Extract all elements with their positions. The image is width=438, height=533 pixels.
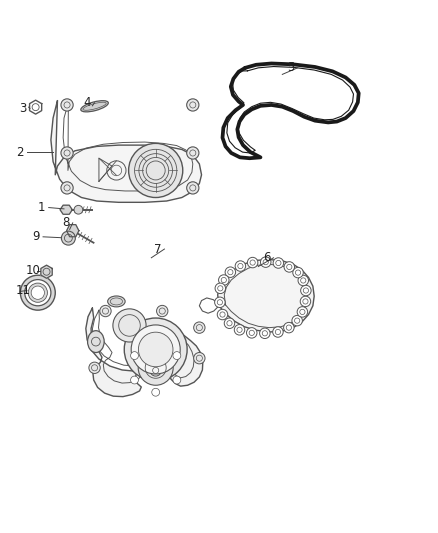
Circle shape — [31, 286, 44, 300]
Circle shape — [20, 275, 55, 310]
Circle shape — [138, 332, 173, 367]
Circle shape — [292, 316, 302, 326]
Circle shape — [131, 376, 138, 384]
Circle shape — [284, 322, 294, 333]
Circle shape — [89, 362, 100, 374]
Circle shape — [124, 318, 187, 381]
Circle shape — [284, 262, 294, 272]
Circle shape — [113, 309, 146, 342]
Circle shape — [74, 205, 83, 214]
Circle shape — [152, 389, 159, 396]
Circle shape — [150, 365, 161, 376]
Circle shape — [194, 352, 205, 364]
Circle shape — [187, 182, 199, 194]
Polygon shape — [67, 224, 79, 237]
Circle shape — [215, 283, 226, 294]
Circle shape — [273, 258, 284, 268]
Circle shape — [234, 325, 245, 335]
Circle shape — [131, 352, 138, 359]
Circle shape — [235, 261, 246, 271]
Ellipse shape — [108, 296, 125, 307]
Circle shape — [273, 327, 283, 337]
Text: 11: 11 — [16, 284, 31, 297]
Text: 2: 2 — [16, 146, 24, 159]
Polygon shape — [218, 260, 314, 332]
Circle shape — [61, 99, 73, 111]
Circle shape — [261, 257, 271, 268]
Circle shape — [152, 340, 159, 348]
Circle shape — [224, 318, 235, 328]
Circle shape — [131, 325, 180, 374]
Circle shape — [129, 143, 183, 198]
Circle shape — [187, 147, 199, 159]
Text: 8: 8 — [62, 216, 69, 229]
Text: 9: 9 — [32, 230, 39, 243]
Polygon shape — [60, 205, 72, 214]
Circle shape — [300, 285, 311, 296]
Circle shape — [293, 268, 303, 278]
Text: 3: 3 — [19, 102, 26, 115]
Text: 10: 10 — [26, 264, 41, 277]
Polygon shape — [199, 298, 219, 313]
Circle shape — [225, 267, 236, 277]
Circle shape — [300, 296, 311, 306]
Polygon shape — [86, 308, 203, 397]
Circle shape — [247, 257, 258, 268]
Text: 7: 7 — [153, 243, 161, 255]
Polygon shape — [51, 101, 201, 203]
Circle shape — [61, 182, 73, 194]
Text: 4: 4 — [84, 96, 91, 109]
Circle shape — [173, 376, 181, 384]
Circle shape — [25, 280, 51, 306]
Circle shape — [217, 309, 228, 320]
Circle shape — [61, 231, 75, 245]
Circle shape — [215, 297, 225, 308]
Circle shape — [156, 305, 168, 317]
Circle shape — [298, 275, 308, 286]
Polygon shape — [41, 265, 52, 278]
Circle shape — [194, 322, 205, 333]
Circle shape — [100, 305, 111, 317]
Text: 5: 5 — [287, 61, 294, 74]
Circle shape — [219, 275, 229, 285]
Text: 1: 1 — [38, 201, 45, 214]
Text: 6: 6 — [263, 251, 270, 264]
Circle shape — [247, 328, 257, 338]
Circle shape — [61, 147, 73, 159]
Ellipse shape — [81, 101, 108, 112]
Circle shape — [173, 352, 181, 359]
Ellipse shape — [88, 330, 104, 352]
Circle shape — [297, 306, 307, 317]
Circle shape — [138, 350, 173, 385]
Circle shape — [187, 99, 199, 111]
Circle shape — [28, 283, 47, 302]
Polygon shape — [223, 63, 359, 158]
Circle shape — [260, 328, 270, 338]
